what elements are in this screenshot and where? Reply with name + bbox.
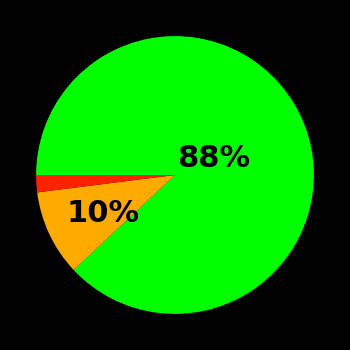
Wedge shape [36,36,314,314]
Text: 10%: 10% [66,199,139,229]
Wedge shape [37,175,175,270]
Text: 88%: 88% [177,144,251,173]
Wedge shape [36,175,175,192]
